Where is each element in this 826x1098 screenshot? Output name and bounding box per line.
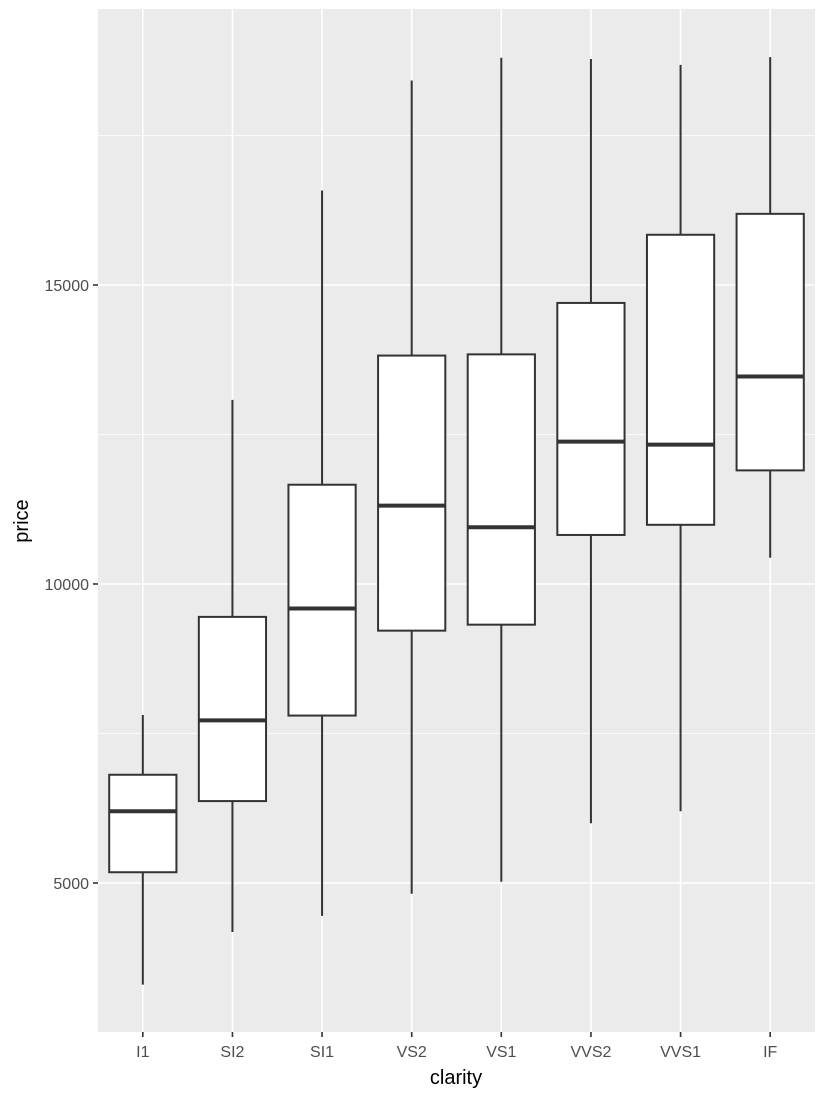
box-i1 — [108, 714, 178, 985]
x-tick-label: VVS2 — [570, 1044, 611, 1061]
x-tick-label: VS2 — [397, 1044, 427, 1061]
x-tick-label: SI2 — [220, 1044, 244, 1061]
x-axis: I1 SI2 SI1 VS2 VS1 VVS2 VVS1 IF — [136, 1032, 778, 1061]
x-tick-label: SI1 — [310, 1044, 334, 1061]
box-vs1 — [466, 57, 536, 882]
y-axis-title: price — [11, 499, 33, 542]
x-axis-title: clarity — [430, 1067, 482, 1089]
box-iqr — [377, 354, 447, 632]
x-tick-label: IF — [763, 1044, 777, 1061]
box-iqr — [735, 212, 805, 472]
y-tick-label: 10000 — [45, 577, 90, 594]
box-iqr — [287, 483, 357, 717]
box-si1 — [287, 190, 357, 916]
y-tick-label: 15000 — [45, 278, 90, 295]
box-iqr — [197, 615, 268, 803]
x-tick-label: I1 — [136, 1044, 149, 1061]
box-vvs1 — [645, 64, 716, 812]
box-iqr — [466, 353, 536, 626]
y-tick-label: 5000 — [53, 876, 89, 893]
box-iqr — [645, 233, 716, 526]
boxes-layer — [108, 57, 805, 985]
x-tick-label: VVS1 — [660, 1044, 701, 1061]
box-if — [735, 57, 805, 558]
box-si2 — [197, 399, 268, 933]
box-iqr — [556, 301, 626, 536]
box-vvs2 — [556, 58, 626, 824]
box-vs2 — [377, 80, 447, 894]
x-tick-label: VS1 — [486, 1044, 516, 1061]
box-iqr — [108, 773, 178, 874]
y-axis: 5000 10000 15000 — [45, 278, 98, 893]
